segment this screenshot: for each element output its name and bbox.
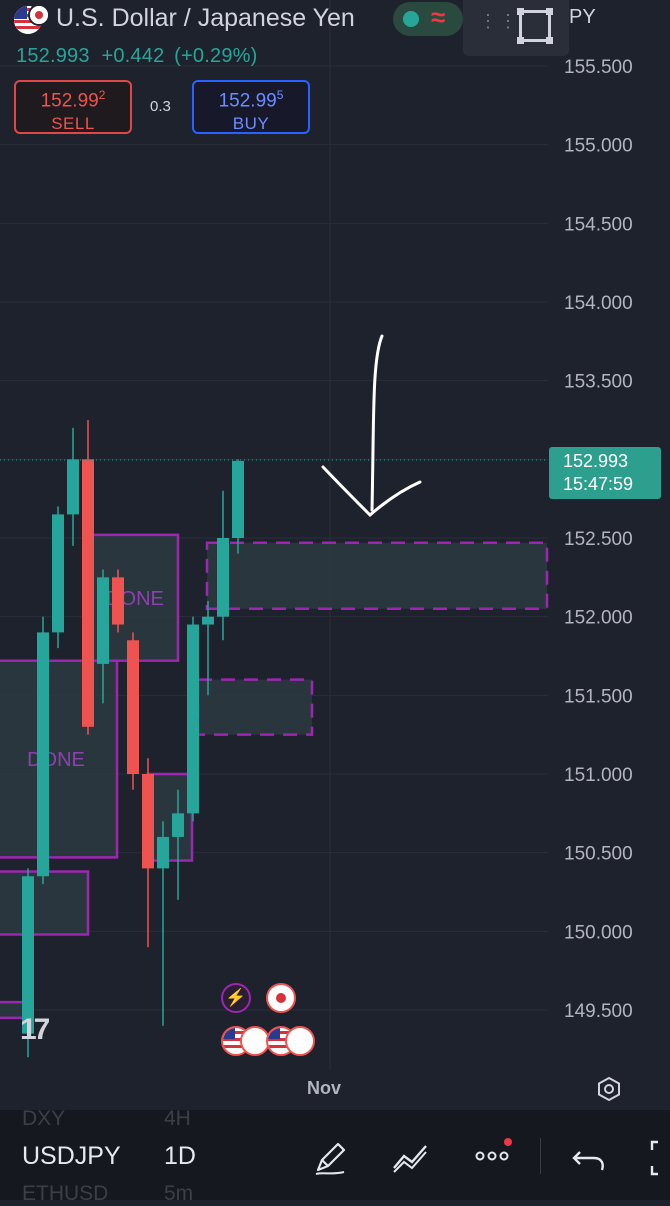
market-open-dot-icon xyxy=(403,11,419,27)
zone-box[interactable] xyxy=(146,772,194,862)
price-axis-label: 155.000 xyxy=(564,136,633,157)
sell-price-pip: 2 xyxy=(98,88,106,102)
symbol-fragment: PY xyxy=(569,6,596,28)
timeframe-selector[interactable]: 1D xyxy=(164,1142,196,1170)
zone-label: DONE xyxy=(27,749,85,771)
sell-price: 152.99 xyxy=(40,90,99,112)
buy-price-pip: 5 xyxy=(276,88,284,102)
price-axis-label: 151.500 xyxy=(564,686,633,707)
candle-body xyxy=(142,774,154,869)
candle-body xyxy=(22,876,34,1034)
undo-icon[interactable] xyxy=(570,1138,610,1178)
price-axis-label: 152.500 xyxy=(564,529,633,550)
price-axis-label: 154.000 xyxy=(564,293,633,314)
price-axis-label: 154.500 xyxy=(564,214,633,235)
candle-body xyxy=(97,577,109,664)
hand-drawn-arrow xyxy=(321,334,422,518)
symbol-title[interactable]: U.S. Dollar / Japanese Yen xyxy=(56,4,355,32)
drag-handle-icon[interactable]: ⋮⋮ xyxy=(479,11,519,31)
jp-flag-icon xyxy=(28,4,50,26)
candle-body xyxy=(112,577,124,625)
toolbar-divider xyxy=(540,1138,541,1174)
candle-body xyxy=(217,538,229,617)
candlestick-series xyxy=(22,420,244,1058)
fullscreen-icon[interactable] xyxy=(646,1138,670,1178)
more-icon[interactable] xyxy=(472,1138,512,1178)
sell-button[interactable]: 152.992 SELL xyxy=(14,80,132,134)
zone-box[interactable] xyxy=(0,659,119,859)
price-change: 152.993 +0.442 (+0.29%) xyxy=(16,45,257,68)
symbol-selector[interactable]: USDJPY xyxy=(22,1142,121,1170)
chart-area[interactable]: DONE DONE 155.500 155.000 154.500 154.000 153… xyxy=(0,0,670,1102)
buy-button[interactable]: 152.995 BUY xyxy=(192,80,310,134)
candle-body xyxy=(127,640,139,774)
candle-body xyxy=(187,624,199,814)
price-axis-label: 151.000 xyxy=(564,765,633,786)
lightning-event-icon[interactable]: ⚡ xyxy=(221,983,251,1013)
candle-body xyxy=(172,813,184,837)
us-event-icon-2[interactable] xyxy=(240,1026,270,1056)
drawing-tool-panel[interactable]: ⋮⋮ xyxy=(463,0,569,56)
prev-timeframe[interactable]: 4H xyxy=(164,1107,191,1130)
price-axis-label: 153.500 xyxy=(564,372,633,393)
wave-icon: ≈ xyxy=(431,2,446,32)
last-price: 152.993 xyxy=(16,45,90,67)
jp-event-icon[interactable] xyxy=(266,983,296,1013)
buy-label: BUY xyxy=(232,114,270,134)
price-axis-label: 149.500 xyxy=(564,1001,633,1022)
bar-countdown: 15:47:59 xyxy=(563,474,634,494)
us-event-icon-4[interactable] xyxy=(285,1026,315,1056)
pen-icon[interactable] xyxy=(310,1138,350,1178)
zone-box[interactable] xyxy=(196,678,314,736)
price-axis-label: 152.000 xyxy=(564,608,633,629)
indicators-icon[interactable] xyxy=(390,1138,430,1178)
next-timeframe[interactable]: 5m xyxy=(164,1182,194,1205)
current-price-tag: 152.993 15:47:59 xyxy=(549,447,661,499)
prev-symbol[interactable]: DXY xyxy=(22,1107,66,1130)
candle-body xyxy=(52,514,64,633)
settings-icon[interactable] xyxy=(596,1076,622,1102)
current-price-value: 152.993 xyxy=(563,451,629,471)
candle-body xyxy=(202,616,214,625)
candle-body xyxy=(82,459,94,727)
sell-label: SELL xyxy=(51,114,95,134)
buy-price: 152.99 xyxy=(218,90,277,112)
candle-body xyxy=(37,632,49,877)
candle-body xyxy=(157,836,169,869)
candle-body xyxy=(232,460,244,538)
zone-box[interactable] xyxy=(205,541,549,611)
price-axis: 155.500155.000154.500154.000153.500153.0… xyxy=(564,57,633,1022)
next-symbol[interactable]: ETHUSD xyxy=(22,1182,109,1205)
price-axis-label: 155.500 xyxy=(564,57,633,78)
bottom-toolbar: DXY 4H USDJPY 1D ETHUSD 5m xyxy=(0,1107,670,1205)
price-axis-label: 150.000 xyxy=(564,922,633,943)
candle-body xyxy=(67,459,79,515)
change-percent: (+0.29%) xyxy=(174,45,258,67)
tradingview-logo: 17 xyxy=(20,1013,50,1046)
rectangle-tool-icon[interactable] xyxy=(517,8,553,44)
change-value: +0.442 xyxy=(101,45,165,67)
price-axis-label: 150.500 xyxy=(564,844,633,865)
zone-box[interactable] xyxy=(0,870,90,936)
spread-value: 0.3 xyxy=(150,98,171,115)
time-axis-label: Nov xyxy=(307,1078,342,1098)
market-status-pill[interactable]: ≈ xyxy=(393,2,463,36)
